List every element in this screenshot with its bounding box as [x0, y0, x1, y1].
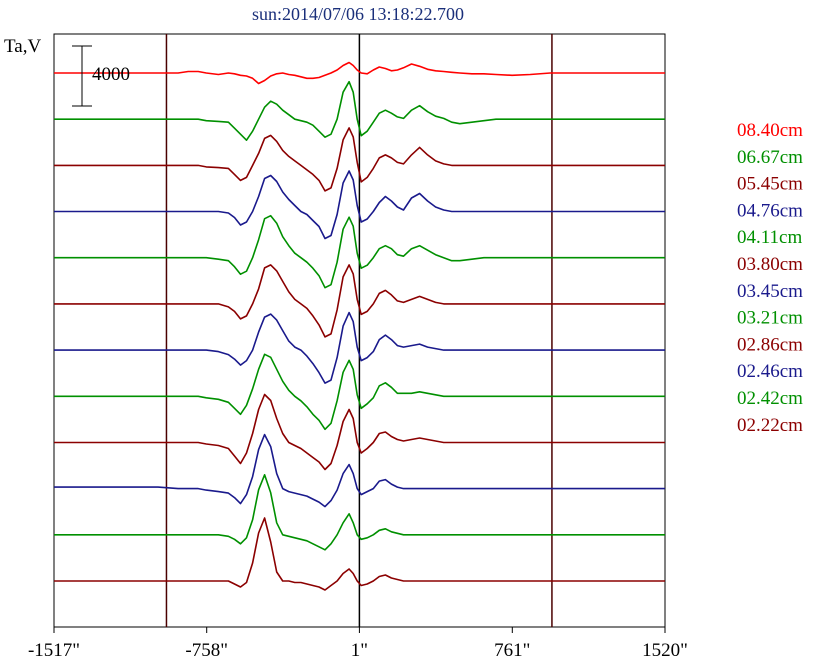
chart-title: sun:2014/07/06 13:18:22.700 — [252, 4, 464, 24]
x-axis-ticks: -1517" -758" 1" 761" 1520" — [28, 627, 688, 661]
series-line-03.80cm — [54, 264, 665, 338]
legend-entry-02.42cm: 02.42cm — [737, 388, 803, 409]
x-tick-label-4: 1520" — [642, 640, 688, 661]
legend-entry-04.76cm: 04.76cm — [737, 200, 803, 221]
series-line-05.45cm — [54, 127, 665, 192]
legend-entry-03.45cm: 03.45cm — [737, 281, 803, 302]
series-line-02.22cm — [54, 517, 665, 591]
legend: 08.40cm 06.67cm 05.45cm 04.76cm 04.11cm 03.80… — [737, 120, 803, 436]
legend-entry-03.80cm: 03.80cm — [737, 254, 803, 275]
series-line-02.86cm — [54, 393, 665, 471]
x-tick-label-3: 761" — [494, 640, 530, 661]
series-line-03.45cm — [54, 311, 665, 384]
legend-entry-02.46cm: 02.46cm — [737, 361, 803, 382]
scale-bar-label: 4000 — [92, 64, 130, 85]
legend-entry-06.67cm: 06.67cm — [737, 147, 803, 168]
series-line-03.21cm — [54, 353, 665, 431]
vertical-markers — [165, 34, 553, 627]
series-line-04.11cm — [54, 214, 665, 289]
scale-bar: 4000 — [72, 45, 130, 107]
legend-entry-03.21cm: 03.21cm — [737, 308, 803, 329]
series-traces — [54, 61, 665, 591]
series-line-02.46cm — [54, 433, 665, 508]
x-tick-label-1: -758" — [185, 640, 228, 661]
y-axis-label: Ta,V — [4, 36, 41, 57]
x-tick-label-2: 1" — [351, 640, 368, 661]
series-line-08.40cm — [54, 61, 665, 85]
series-line-04.76cm — [54, 170, 665, 240]
legend-entry-02.22cm: 02.22cm — [737, 415, 803, 436]
x-tick-label-0: -1517" — [28, 640, 80, 661]
series-line-06.67cm — [54, 80, 665, 141]
series-line-02.42cm — [54, 474, 665, 551]
legend-entry-05.45cm: 05.45cm — [737, 174, 803, 195]
legend-entry-04.11cm: 04.11cm — [737, 227, 802, 248]
legend-entry-08.40cm: 08.40cm — [737, 120, 803, 141]
legend-entry-02.86cm: 02.86cm — [737, 334, 803, 355]
